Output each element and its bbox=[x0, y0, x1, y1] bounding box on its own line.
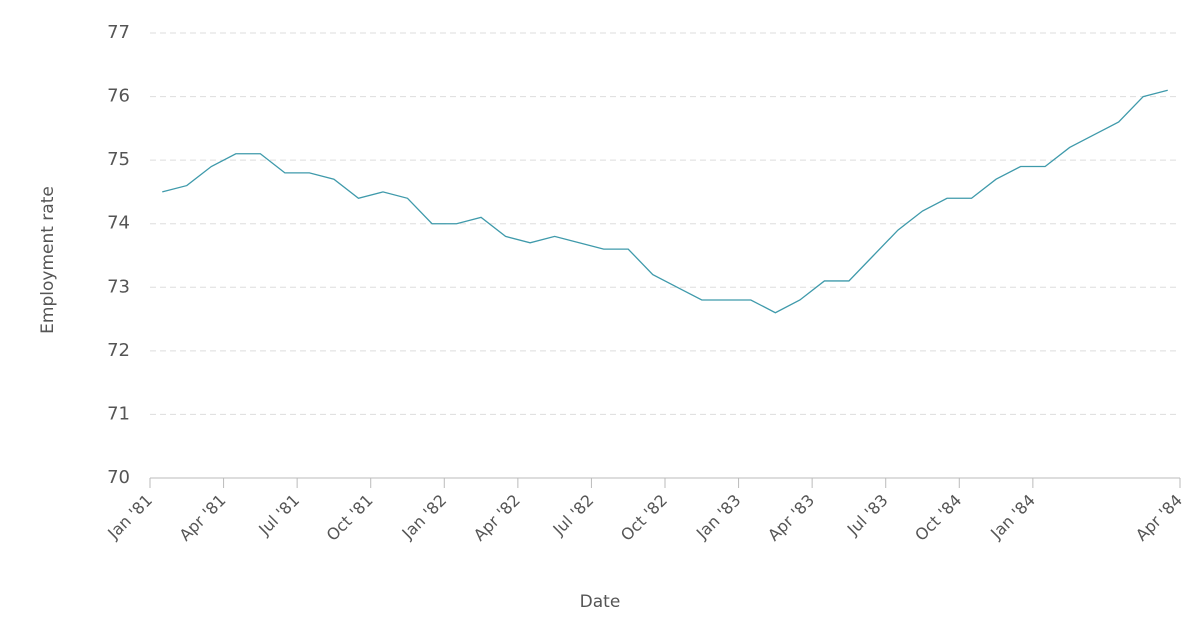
x-tick-label: Jan '81 bbox=[103, 491, 156, 544]
y-axis-label: Employment rate bbox=[38, 186, 58, 334]
x-tick-label: Apr '83 bbox=[764, 491, 818, 545]
x-tick-label: Jul '82 bbox=[549, 491, 598, 540]
x-tick-label: Apr '82 bbox=[470, 491, 524, 545]
x-tick-label: Jul '83 bbox=[843, 491, 892, 540]
x-tick-label: Jul '81 bbox=[254, 491, 303, 540]
x-tick-label: Jan '84 bbox=[986, 491, 1039, 544]
y-tick-label: 76 bbox=[107, 86, 130, 107]
x-tick-label: Oct '81 bbox=[323, 491, 377, 545]
line-series bbox=[162, 89, 1168, 314]
x-tick-label: Oct '84 bbox=[911, 491, 965, 545]
y-tick-label: 73 bbox=[107, 276, 130, 297]
y-tick-label: 75 bbox=[107, 149, 130, 170]
y-tick-label: 74 bbox=[107, 213, 130, 234]
x-tick-label: Oct '82 bbox=[617, 491, 671, 545]
y-tick-label: 72 bbox=[107, 340, 130, 361]
y-tick-label: 70 bbox=[107, 467, 130, 488]
y-tick-label: 77 bbox=[107, 22, 130, 43]
y-tick-label: 71 bbox=[107, 403, 130, 424]
x-tick-label: Jan '83 bbox=[692, 491, 745, 544]
x-tick-label: Jan '82 bbox=[398, 491, 451, 544]
x-tick-label: Apr '81 bbox=[175, 491, 229, 545]
x-axis-label: Date bbox=[580, 592, 621, 612]
x-tick-label: Apr '84 bbox=[1132, 491, 1186, 545]
